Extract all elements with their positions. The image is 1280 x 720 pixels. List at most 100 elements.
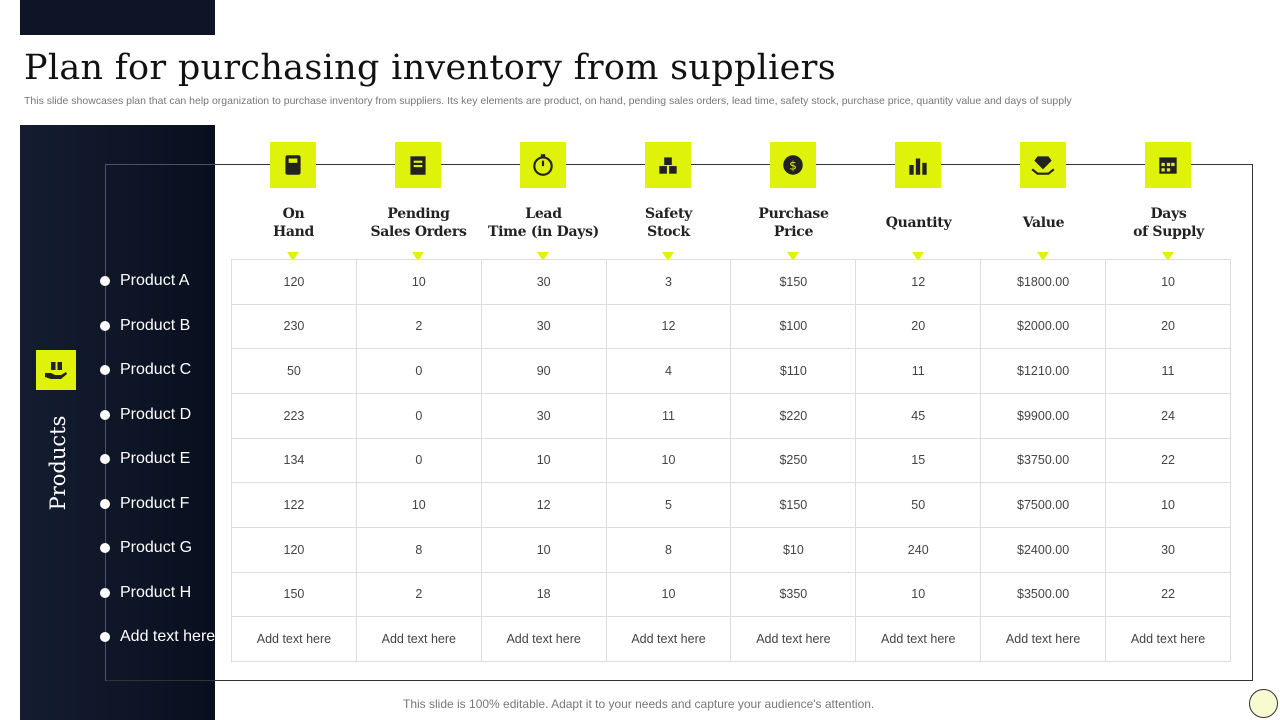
table-cell: 4 [605,348,732,394]
table-cell: 0 [355,392,482,439]
table-cell: 240 [855,526,982,573]
table-cell: $150 [730,259,857,305]
table-cell: 12 [480,482,607,528]
table-cell: Add text here [355,616,482,662]
decor-block [20,0,215,35]
table-cell: Add text here [605,616,732,662]
table-cell: 10 [355,259,482,305]
arrow-down-icon [287,252,299,261]
product-label: Product E [100,450,190,468]
table-cell: 2 [355,303,482,350]
footer-note: This slide is 100% editable. Adapt it to… [403,697,875,711]
table-cell: $10 [730,526,857,573]
bullet-icon [100,454,110,464]
table-cell: 20 [855,303,982,350]
table-cell: $250 [730,437,857,484]
table-cell: 10 [855,571,982,618]
table-cell: 18 [480,571,607,618]
page-subtitle: This slide showcases plan that can help … [24,95,1072,107]
product-label: Product B [100,317,190,335]
table-cell: $3750.00 [980,437,1107,484]
table-cell: 120 [231,526,357,573]
column-header-label: On Hand [272,206,315,240]
svg-text:$: $ [789,158,797,172]
product-label: Product H [100,584,191,602]
table-cell: $220 [730,392,857,439]
table-cell: $1210.00 [980,348,1107,394]
table-cell: 10 [1105,259,1231,305]
product-name: Product B [120,316,191,334]
table-cell: $150 [730,482,857,528]
frame-inner-line [105,164,215,681]
table-cell: 30 [1105,526,1231,573]
bullet-icon [100,587,110,598]
dollar-coin-icon: $ [770,142,816,188]
column-header-label: Safety Stock [645,206,692,240]
product-label: Product A [100,272,189,290]
table-row: 230 2 30 12 $100 20 $2000.00 20 [231,303,1231,350]
product-name: Product E [120,450,191,467]
arrow-down-icon [662,252,674,261]
table-cell: $2400.00 [980,526,1107,573]
clipboard-icon [395,142,441,188]
page-title: Plan for purchasing inventory from suppl… [24,48,836,88]
arrow-down-icon [787,252,799,261]
table-cell: $2000.00 [980,303,1107,350]
table-cell: 5 [605,482,732,528]
sidebar-title: Products [46,415,70,511]
table-cell: 0 [355,437,482,484]
table-cell: 50 [231,348,357,394]
table-cell: 30 [480,259,607,305]
table-row: Add text here Add text here Add text here A… [231,616,1231,662]
inventory-icon [270,142,316,188]
table-cell: 10 [480,437,607,484]
table-cell: 3 [605,259,732,305]
table-row: 223 0 30 11 $220 45 $9900.00 24 [231,392,1231,439]
decor-circle [1249,689,1278,718]
table-cell: 10 [605,571,732,618]
product-label: Add text here [100,628,215,646]
table-cell: 11 [855,348,982,394]
column-header: Lead Time (in Days) [481,205,606,241]
column-header-label: Lead Time (in Days) [488,206,599,240]
table-cell: 223 [231,392,357,439]
column-header-label: Value [1022,215,1065,231]
table-cell: 230 [231,303,357,350]
column-header: Purchase Price [731,205,856,241]
column-header: Days of Supply [1106,205,1231,241]
column-header-label: Quantity [885,215,952,231]
table-cell: Add text here [730,616,857,662]
products-panel [20,125,215,720]
product-name: Product A [120,272,190,289]
table-cell: 120 [231,259,357,305]
diamond-hand-icon [1020,142,1066,188]
table-cell: 30 [480,392,607,439]
table-cell: 50 [855,482,982,528]
table-cell: $110 [730,348,857,394]
product-name: Product C [120,361,192,378]
table-cell: 2 [355,571,482,618]
table-cell: Add text here [855,616,982,662]
product-name: Product D [120,405,192,423]
table-cell: 22 [1105,437,1231,484]
table-cell: Add text here [980,616,1107,662]
bullet-icon [100,320,110,331]
column-header: Pending Sales Orders [356,205,481,241]
table-cell: 8 [605,526,732,573]
product-name: Product H [120,583,192,601]
table-cell: 10 [605,437,732,484]
table-cell: 122 [231,482,357,528]
bullet-icon [100,409,110,420]
product-label: Product C [100,361,191,379]
column-header: On Hand [231,205,356,241]
gift-hand-icon [36,350,76,390]
bullet-icon [100,543,110,553]
table-cell: 8 [355,526,482,573]
arrow-down-icon [537,252,549,261]
product-name: Add text here [120,628,216,645]
bullet-icon [100,276,110,286]
column-header-label: Pending Sales Orders [370,206,467,240]
table-row: 122 10 12 5 $150 50 $7500.00 10 [231,482,1231,528]
column-header-label: Days of Supply [1133,206,1204,240]
column-header: Safety Stock [606,205,731,241]
